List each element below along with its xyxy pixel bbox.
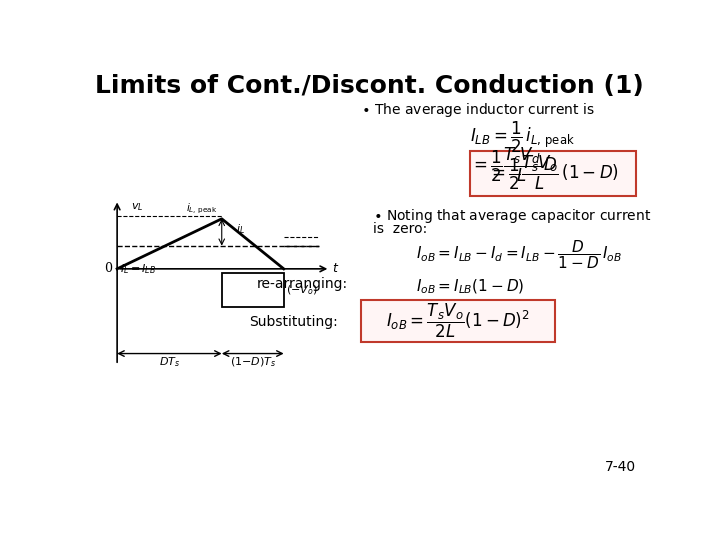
Text: $I_{oB} = \dfrac{T_s V_o}{2L}(1-D)^2$: $I_{oB} = \dfrac{T_s V_o}{2L}(1-D)^2$ [386, 302, 530, 340]
Text: $(-V_o)$: $(-V_o)$ [286, 284, 318, 297]
Text: Substituting:: Substituting: [249, 315, 338, 329]
Text: Limits of Cont./Discont. Conduction (1): Limits of Cont./Discont. Conduction (1) [94, 74, 644, 98]
Text: $= \dfrac{1}{2}\dfrac{T_s V_o}{L}\,(1-D)$: $= \dfrac{1}{2}\dfrac{T_s V_o}{L}\,(1-D)… [488, 154, 619, 192]
Text: $t$: $t$ [332, 262, 339, 275]
Bar [361, 300, 555, 342]
Text: $I_L = I_{LB}$: $I_L = I_{LB}$ [120, 262, 156, 276]
Text: $\bullet$ Noting that average capacitor current: $\bullet$ Noting that average capacitor … [373, 207, 651, 225]
Bar [222, 273, 284, 307]
Text: $= \dfrac{1}{2}\dfrac{T_s V_d}{L}\, D$: $= \dfrac{1}{2}\dfrac{T_s V_d}{L}\, D$ [469, 146, 557, 184]
Text: $I_{oB} = I_{LB}(1-D)$: $I_{oB} = I_{LB}(1-D)$ [415, 278, 524, 296]
Text: 0: 0 [104, 262, 112, 275]
Bar [469, 151, 636, 195]
Text: $\bullet$ The average inductor current is: $\bullet$ The average inductor current i… [361, 101, 595, 119]
Text: $DT_s$: $DT_s$ [159, 355, 180, 369]
Text: $i_L$: $i_L$ [235, 222, 245, 237]
Text: $I_{LB} = \dfrac{1}{2}\, i_{L,\,\mathrm{peak}}$: $I_{LB} = \dfrac{1}{2}\, i_{L,\,\mathrm{… [469, 120, 575, 156]
Text: $v_L$: $v_L$ [131, 201, 143, 213]
Text: $(1{-}D)T_s$: $(1{-}D)T_s$ [230, 355, 276, 369]
Text: $i_{L,\,\mathrm{peak}}$: $i_{L,\,\mathrm{peak}}$ [186, 201, 218, 215]
Text: 7-40: 7-40 [606, 461, 636, 475]
Text: re-arranging:: re-arranging: [256, 276, 348, 291]
Text: is  zero:: is zero: [373, 222, 427, 236]
Text: $I_{oB} = I_{LB} - I_d = I_{LB} - \dfrac{D}{1-D}\,I_{oB}$: $I_{oB} = I_{LB} - I_d = I_{LB} - \dfrac… [415, 238, 621, 271]
